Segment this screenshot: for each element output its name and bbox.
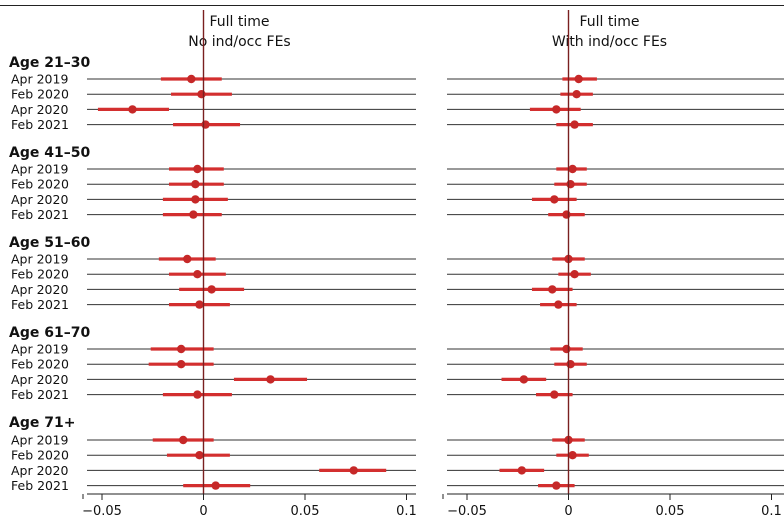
x-tick-label: 0.05 — [656, 504, 685, 519]
row-label: Feb 2020 — [11, 267, 69, 282]
row-label: Apr 2020 — [11, 372, 68, 387]
row-label: Feb 2021 — [11, 387, 69, 402]
point-estimate — [550, 390, 559, 399]
point-estimate — [548, 285, 557, 294]
point-estimate — [195, 451, 204, 460]
point-estimate — [266, 375, 275, 384]
group-label: Age 41–50 — [9, 145, 90, 161]
x-tick-label: 0.05 — [291, 504, 320, 519]
point-estimate — [176, 360, 186, 369]
row-label: Apr 2019 — [11, 252, 68, 267]
point-estimate — [211, 481, 220, 490]
row-label: Apr 2020 — [11, 192, 68, 207]
x-tick-label: 0.1 — [761, 504, 782, 519]
x-tick-label: 0.1 — [396, 504, 417, 519]
point-estimate — [570, 120, 579, 129]
point-estimate — [128, 105, 137, 114]
row-label: Apr 2019 — [11, 162, 68, 177]
point-estimate — [566, 180, 575, 189]
point-estimate — [179, 435, 188, 445]
point-estimate — [566, 360, 575, 369]
x-tick-label: 0 — [199, 504, 207, 519]
point-estimate — [183, 254, 192, 264]
row-label: Apr 2020 — [11, 282, 68, 297]
row-label: Apr 2019 — [11, 433, 68, 448]
row-label: Feb 2021 — [11, 297, 69, 312]
x-tick-label: −0.05 — [447, 504, 487, 519]
row-label: Apr 2019 — [11, 72, 68, 87]
point-estimate — [562, 344, 571, 354]
group-label: Age 51–60 — [9, 235, 90, 251]
point-estimate — [568, 451, 577, 460]
point-estimate — [191, 180, 200, 189]
row-label: Apr 2020 — [11, 102, 68, 117]
group-label: Age 61–70 — [9, 325, 90, 341]
row-label: Apr 2019 — [11, 342, 68, 357]
point-estimate — [193, 164, 202, 174]
point-estimate — [517, 466, 527, 475]
point-estimate — [189, 210, 198, 219]
point-estimate — [552, 105, 561, 114]
point-estimate — [562, 210, 571, 219]
x-tick-label: −0.05 — [82, 504, 122, 519]
point-estimate — [519, 375, 529, 384]
group-label: Age 71+ — [9, 415, 75, 431]
point-estimate — [193, 390, 202, 399]
row-label: Feb 2020 — [11, 448, 69, 463]
point-estimate — [349, 466, 358, 475]
point-estimate — [207, 285, 216, 294]
point-estimate — [568, 164, 577, 174]
point-estimate — [574, 74, 583, 84]
point-estimate — [554, 300, 563, 309]
row-label: Feb 2020 — [11, 357, 69, 372]
point-estimate — [570, 270, 579, 279]
panel-title-line: No ind/occ FEs — [188, 34, 290, 50]
point-estimate — [201, 120, 210, 129]
x-tick-label: 0 — [564, 504, 572, 519]
point-estimate — [187, 74, 196, 84]
point-estimate — [193, 270, 202, 279]
panel-title-line: With ind/occ FEs — [552, 34, 667, 50]
row-label: Feb 2020 — [11, 87, 69, 102]
point-estimate — [572, 90, 581, 99]
point-estimate — [176, 344, 186, 354]
point-estimate — [191, 195, 200, 204]
row-label: Feb 2021 — [11, 207, 69, 222]
row-label: Feb 2021 — [11, 478, 69, 493]
row-label: Feb 2020 — [11, 177, 69, 192]
panel-title-line: Full time — [209, 14, 269, 30]
row-label: Feb 2021 — [11, 117, 69, 132]
point-estimate — [197, 90, 206, 99]
point-estimate — [550, 195, 559, 204]
point-estimate — [552, 481, 561, 490]
panel-title-line: Full time — [579, 14, 639, 30]
group-label: Age 21–30 — [9, 55, 90, 71]
point-estimate — [195, 300, 204, 309]
row-label: Apr 2020 — [11, 463, 68, 478]
